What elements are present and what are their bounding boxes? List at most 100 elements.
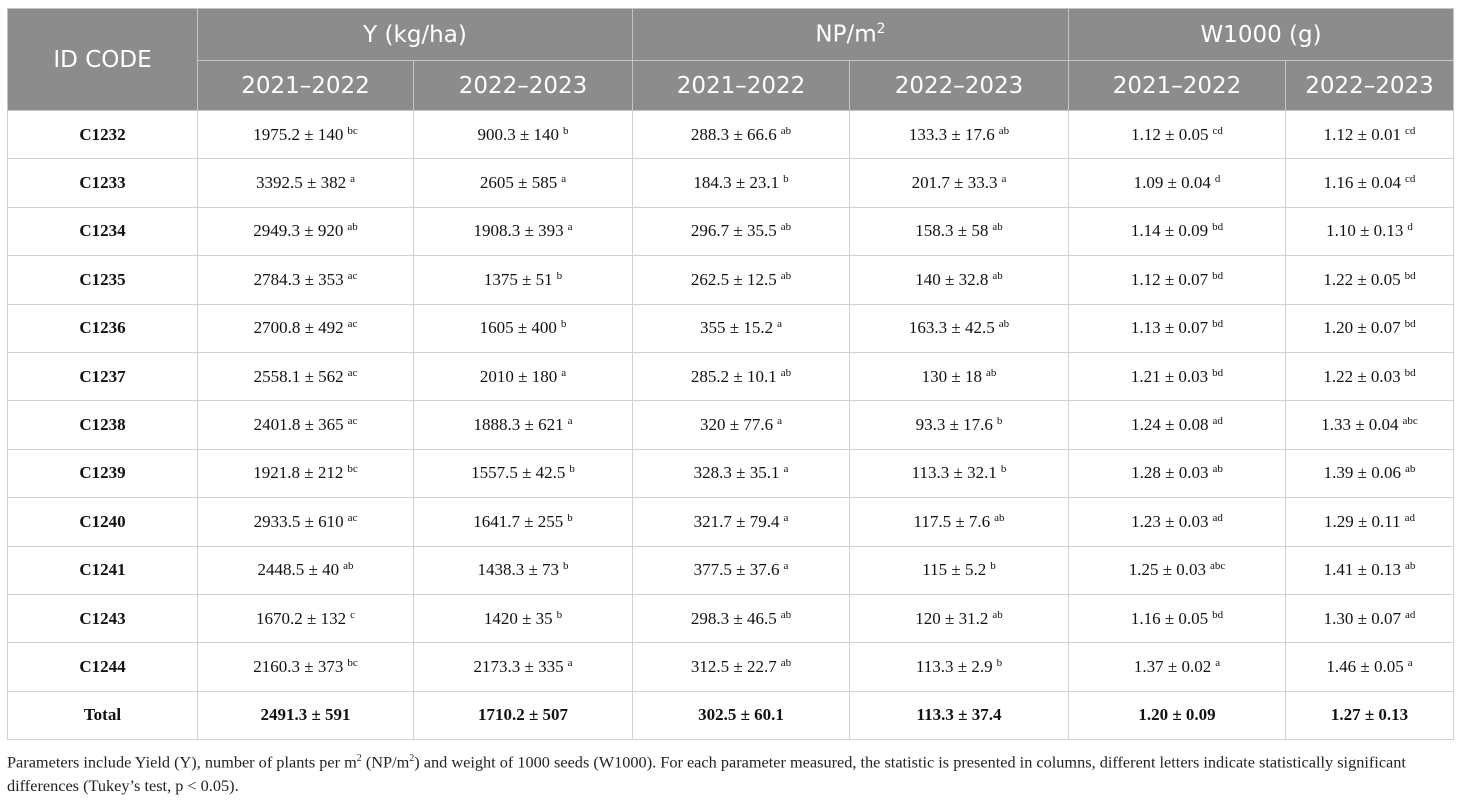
cell-value: 184.3 ± 23.1 — [693, 173, 780, 193]
cell-value: 288.3 ± 66.6 — [690, 124, 777, 144]
cell-value: 1.14 ± 0.09 — [1130, 221, 1209, 241]
cell-value: 140 ± 32.8 — [915, 269, 989, 289]
cell-letters: ab — [1404, 463, 1416, 476]
cell-letters: ad — [1212, 415, 1223, 428]
year-header: 2021–2022 — [197, 60, 414, 111]
cell-letters: ad — [1404, 511, 1416, 524]
footnote-text: ) and weight of 1000 seeds (W1000). For … — [7, 752, 1406, 796]
value-cell: 1420 ± 35 b — [413, 593, 633, 644]
value-cell: 1.09 ± 0.04 d — [1068, 158, 1286, 208]
value-cell: 1.23 ± 0.03 ad — [1068, 497, 1286, 547]
cell-letters: ab — [780, 221, 792, 234]
cell-value: 1.22 ± 0.03 — [1323, 366, 1401, 386]
value-cell: 2173.3 ± 335 a — [413, 642, 633, 692]
cell-letters: ab — [780, 269, 792, 282]
cell-value: 113.3 ± 32.1 — [911, 463, 997, 483]
value-cell: 1.30 ± 0.07 ad — [1284, 593, 1455, 644]
header-row: 2021–2022 2022–2023 2021–2022 2022–2023 2021… — [8, 60, 1455, 111]
value-cell: 140 ± 32.8 ab — [849, 255, 1069, 305]
cell-letters: ab — [992, 269, 1003, 282]
cell-value: 3392.5 ± 382 — [256, 173, 347, 193]
cell-value: 2933.5 ± 610 — [253, 511, 344, 531]
cell-value: 2448.5 ± 40 — [257, 560, 340, 580]
value-cell: 158.3 ± 58 ab — [849, 206, 1069, 257]
cell-letters: b — [569, 463, 575, 476]
cell-letters: a — [783, 560, 789, 573]
cell-letters: a — [777, 415, 782, 428]
value-cell: 2448.5 ± 40 ab — [197, 545, 414, 595]
value-cell: 3392.5 ± 382 a — [197, 158, 414, 208]
cell-value: 1.37 ± 0.02 — [1133, 656, 1212, 676]
cell-value: 113.3 ± 37.4 — [916, 705, 1002, 725]
value-cell: 1.46 ± 0.05 a — [1284, 642, 1455, 692]
value-cell: 2784.3 ± 353 ac — [197, 255, 414, 305]
cell-letters: bd — [1212, 318, 1224, 331]
cell-value: 120 ± 31.2 — [915, 608, 989, 628]
value-cell: 1.20 ± 0.09 — [1068, 690, 1286, 741]
value-cell: 2605 ± 585 a — [413, 158, 633, 208]
cell-letters: d — [1407, 221, 1413, 234]
value-cell: 115 ± 5.2 b — [849, 545, 1069, 595]
value-cell: 1.20 ± 0.07 bd — [1284, 303, 1455, 353]
value-cell: 2700.8 ± 492 ac — [197, 303, 414, 353]
value-cell: 113.3 ± 32.1 b — [849, 448, 1069, 499]
cell-letters: a — [567, 221, 573, 234]
table-row: C1241 2448.5 ± 40 ab 1438.3 ± 73 b 377.5 ± 37… — [7, 545, 1455, 595]
cell-value: 2700.8 ± 492 — [253, 318, 344, 338]
value-cell: 1.25 ± 0.03 abc — [1068, 545, 1286, 595]
value-cell: 1.29 ± 0.11 ad — [1284, 497, 1455, 547]
value-cell: 1605 ± 400 b — [413, 303, 633, 353]
value-cell: 1921.8 ± 212 bc — [197, 448, 414, 499]
cell-value: 355 ± 15.2 — [700, 318, 774, 338]
value-cell: 320 ± 77.6 a — [632, 400, 850, 450]
cell-value: 1.24 ± 0.08 — [1131, 415, 1209, 435]
id-cell: C1233 — [7, 158, 198, 208]
value-cell: 1.13 ± 0.07 bd — [1068, 303, 1286, 353]
cell-value: 1.30 ± 0.07 — [1323, 608, 1401, 628]
cell-value: 298.3 ± 46.5 — [690, 608, 777, 628]
year-header: 2022–2023 — [413, 60, 633, 111]
table-row: C1237 2558.1 ± 562 ac 2010 ± 180 a 285.2 ± 10… — [7, 351, 1455, 402]
cell-value: 2401.8 ± 365 — [253, 415, 344, 435]
cell-value: 1420 ± 35 — [483, 608, 553, 628]
value-cell: 1.10 ± 0.13 d — [1284, 206, 1455, 257]
year-header: 2022–2023 — [1284, 60, 1455, 111]
cell-value: 1921.8 ± 212 — [253, 463, 344, 483]
value-cell: 201.7 ± 33.3 a — [849, 158, 1069, 208]
cell-value: 1.21 ± 0.03 — [1130, 366, 1209, 386]
value-cell: 377.5 ± 37.6 a — [632, 545, 850, 595]
cell-value: 1438.3 ± 73 — [477, 560, 560, 580]
cell-letters: bd — [1212, 366, 1224, 379]
table-row: Total 2491.3 ± 591 1710.2 ± 507 302.5 ± 60.… — [7, 690, 1455, 741]
cell-value: 2558.1 ± 562 — [253, 366, 344, 386]
cell-value: 312.5 ± 22.7 — [690, 656, 777, 676]
cell-value: 1.27 ± 0.13 — [1330, 705, 1409, 725]
value-cell: 1.28 ± 0.03 ab — [1068, 448, 1286, 499]
cell-value: 158.3 ± 58 — [915, 221, 989, 241]
cell-value: 113.3 ± 2.9 — [915, 656, 993, 676]
cell-letters: ad — [1404, 608, 1416, 621]
value-cell: 1375 ± 51 b — [413, 255, 633, 305]
cell-value: 201.7 ± 33.3 — [911, 173, 998, 193]
value-cell: 1.33 ± 0.04 abc — [1284, 400, 1455, 450]
value-cell: 163.3 ± 42.5 ab — [849, 303, 1069, 353]
value-cell: 2401.8 ± 365 ac — [197, 400, 414, 450]
cell-value: 115 ± 5.2 — [922, 560, 987, 580]
cell-letters: a — [567, 415, 573, 428]
id-cell: C1237 — [7, 351, 198, 402]
value-cell: 113.3 ± 2.9 b — [849, 642, 1069, 692]
footnote-text: Parameters include Yield (Y), number of … — [7, 752, 357, 772]
table-row: C1235 2784.3 ± 353 ac 1375 ± 51 b 262.5 ± 12.… — [7, 255, 1455, 305]
cell-letters: a — [350, 173, 355, 186]
group-label: NP/m — [815, 21, 877, 48]
value-cell: 296.7 ± 35.5 ab — [632, 206, 850, 257]
cell-letters: ab — [1404, 560, 1416, 573]
cell-value: 1.16 ± 0.04 — [1323, 173, 1401, 193]
cell-value: 2949.3 ± 920 — [253, 221, 344, 241]
cell-value: 1.13 ± 0.07 — [1130, 318, 1209, 338]
table-row: C1243 1670.2 ± 132 c 1420 ± 35 b 298.3 ± 46.5… — [7, 593, 1455, 644]
value-cell: 113.3 ± 37.4 — [849, 690, 1069, 741]
cell-value: 377.5 ± 37.6 — [693, 560, 780, 580]
cell-letters: b — [990, 560, 996, 573]
cell-letters: ac — [347, 511, 358, 524]
